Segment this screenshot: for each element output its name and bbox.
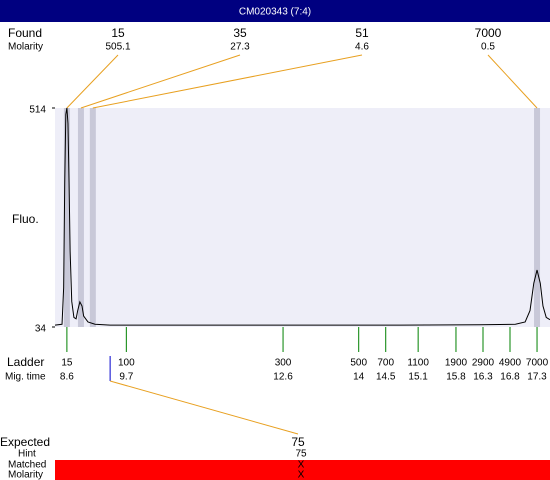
ladder-size: 2900 — [472, 358, 495, 369]
peak-band — [89, 108, 96, 327]
ladder-size: 100 — [118, 358, 135, 369]
ladder-size: 1900 — [445, 358, 468, 369]
mig-time: 16.3 — [473, 372, 493, 383]
found-label: Found — [8, 26, 42, 40]
trace — [54, 107, 550, 326]
expected-molarity-label: Molarity — [8, 470, 43, 480]
mig-time: 14 — [353, 372, 365, 383]
ladder-size: 7000 — [526, 358, 549, 369]
leader-line — [109, 380, 299, 435]
found-size: 7000 — [475, 26, 502, 40]
y-label: Fluo. — [12, 212, 39, 226]
found-size: 15 — [111, 26, 125, 40]
found-size: 35 — [233, 26, 247, 40]
ladder-size: 15 — [61, 358, 73, 369]
found-molarity: 0.5 — [481, 42, 495, 53]
mig-time: 16.8 — [500, 372, 520, 383]
expected-label: Expected — [0, 435, 50, 449]
ladder-size: 300 — [275, 358, 292, 369]
expected-molarity-value: X — [298, 470, 305, 480]
mig-time: 8.6 — [60, 372, 74, 383]
found-molarity: 505.1 — [105, 42, 130, 53]
leader-line — [80, 54, 241, 109]
molarity-label: Molarity — [8, 42, 43, 53]
ladder-label: Ladder — [7, 355, 44, 369]
ladder-size: 500 — [350, 358, 367, 369]
matched-bar — [55, 460, 550, 480]
title: CM020343 (7:4) — [239, 7, 311, 18]
ladder-size: 1100 — [407, 358, 429, 369]
hint-label: Hint — [18, 449, 36, 460]
plot-area — [55, 108, 550, 327]
y-tick-label: 34 — [35, 324, 47, 335]
title-bar — [0, 0, 550, 22]
peak-band — [534, 108, 541, 327]
hint-value: 75 — [295, 449, 307, 460]
peak-band — [63, 108, 70, 327]
leader-line — [92, 54, 363, 109]
ladder-size: 4900 — [499, 358, 522, 369]
peak-band — [77, 108, 84, 327]
mig-time: 17.3 — [527, 372, 547, 383]
mig-time: 12.6 — [273, 372, 293, 383]
mig-time: 14.5 — [376, 372, 396, 383]
leader-line — [66, 54, 119, 109]
found-size: 51 — [355, 26, 369, 40]
matched-label: Matched — [8, 460, 46, 471]
mig-time: 15.8 — [446, 372, 466, 383]
mig-time-label: Mig. time — [5, 372, 46, 383]
mig-time: 15.1 — [408, 372, 428, 383]
y-tick-label: 514 — [29, 105, 46, 116]
ladder-size: 700 — [377, 358, 394, 369]
matched-value: X — [298, 460, 305, 471]
found-molarity: 4.6 — [355, 42, 369, 53]
found-molarity: 27.3 — [230, 42, 250, 53]
mig-time: 9.7 — [119, 372, 133, 383]
leader-line — [487, 54, 538, 109]
expected-size: 75 — [291, 435, 305, 449]
